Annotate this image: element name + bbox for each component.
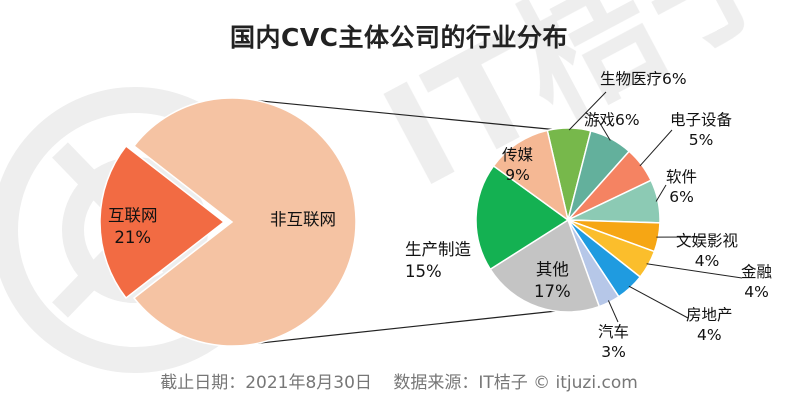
- data-label-软件: 软件 6%: [666, 168, 698, 206]
- pie-slice-生产制造: [475, 164, 570, 271]
- leader-line-金融: [646, 263, 743, 279]
- pie-slice-互联网: [99, 144, 226, 300]
- leader-line-房地产: [628, 285, 689, 319]
- footer-date: 截止日期：2021年8月30日: [160, 373, 372, 393]
- pie-slice-其他: [489, 218, 601, 313]
- connector-line-top: [257, 100, 553, 130]
- chart-title: 国内CVC主体公司的行业分布: [229, 23, 569, 52]
- footer: 截止日期：2021年8月30日 数据来源：IT桔子 © itjuzi.com: [0, 368, 798, 393]
- data-label-其他: 其他 17%: [534, 260, 571, 301]
- leader-line-生物医疗: [568, 91, 607, 131]
- data-label-汽车: 汽车 3%: [598, 323, 630, 361]
- breakdown-pie: [475, 127, 661, 313]
- connector-line-bottom: [257, 310, 556, 344]
- label-leader-lines: [568, 91, 743, 323]
- data-label-非互联网: 非互联网: [270, 210, 336, 229]
- main-pie: [99, 97, 357, 347]
- pie-slice-传媒: [492, 129, 570, 222]
- leader-line-游戏: [597, 119, 611, 141]
- data-label-金融: 金融 4%: [741, 263, 773, 301]
- data-label-房地产: 房地产 4%: [686, 306, 733, 344]
- data-label-文娱影视: 文娱影视 4%: [676, 232, 739, 270]
- footer-source: 数据来源：IT桔子 © itjuzi.com: [393, 373, 638, 393]
- data-label-电子设备: 电子设备 5%: [670, 111, 733, 149]
- data-label-生物医疗: 生物医疗6%: [600, 70, 687, 88]
- pie-slice-非互联网: [132, 97, 357, 347]
- data-label-生产制造: 生产制造 15%: [405, 240, 471, 281]
- leader-line-软件: [655, 184, 667, 202]
- leader-line-汽车: [607, 300, 619, 323]
- data-label-互联网: 互联网 21%: [108, 206, 158, 247]
- data-label-游戏: 游戏6%: [584, 111, 640, 129]
- leader-line-电子设备: [639, 129, 673, 167]
- connector-lines: [257, 100, 556, 344]
- data-label-传媒: 传媒 9%: [502, 146, 534, 184]
